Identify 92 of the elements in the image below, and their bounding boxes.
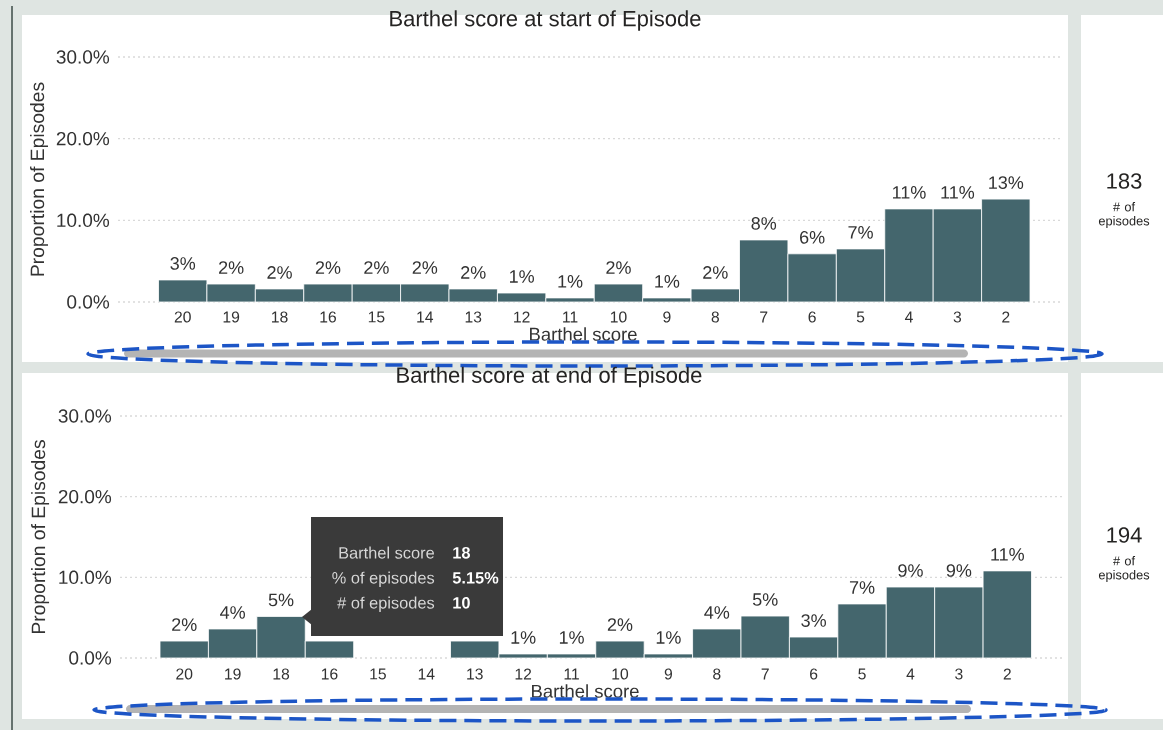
data-label: 11% (941, 186, 975, 199)
x-tick-label: 3 (953, 311, 962, 323)
data-label: 7% (849, 581, 875, 594)
annotation: % of episodes (332, 571, 435, 587)
x-tick-label: 18 (273, 668, 290, 680)
data-label: 4% (704, 606, 730, 619)
text: 194 (1107, 527, 1142, 543)
x-tick-label: 16 (320, 311, 336, 323)
x-tick-label: 8 (713, 668, 721, 680)
x-tick-label: 15 (368, 311, 385, 323)
y-tick-label: 0.0% (67, 295, 110, 309)
x-tick-label: 5 (858, 668, 866, 680)
x-tick-label: 3 (955, 668, 963, 680)
x-tick-label: 4 (904, 311, 913, 323)
x-tick-label: 12 (514, 311, 530, 323)
x-tick-label: 10 (612, 668, 629, 680)
x-tick-label: 8 (711, 311, 719, 323)
chart-title: Barthel score at end of Episode (397, 366, 702, 388)
data-label: 2% (267, 266, 292, 279)
y-tick-label: 30.0% (58, 409, 112, 423)
data-label: 1% (656, 631, 681, 644)
y-tick-label: 0.0% (69, 651, 112, 665)
annotation: # of episodes (337, 596, 435, 612)
y-tick-label: 30.0% (56, 50, 110, 64)
x-tick-label: 13 (467, 668, 483, 680)
x-tick-label: 6 (810, 668, 818, 680)
annotation: 5.15% (452, 572, 499, 584)
data-label: 11% (991, 548, 1024, 561)
data-label: 1% (558, 275, 583, 288)
data-label: 2% (412, 261, 438, 274)
data-label: 2% (606, 261, 631, 274)
x-tick-label: 10 (610, 311, 627, 323)
x-tick-label: 15 (370, 668, 386, 680)
x-tick-label: 14 (418, 668, 435, 680)
text: # of episodes (1098, 556, 1150, 582)
x-tick-label: 19 (225, 668, 241, 680)
x-tick-label: 9 (664, 668, 672, 680)
y-tick-label: 10.0% (59, 570, 112, 585)
x-tick-label: 7 (760, 311, 768, 323)
x-tick-label: 14 (417, 311, 434, 323)
data-label: 3% (170, 257, 196, 270)
x-tick-label: 4 (906, 668, 915, 680)
chart-title: Barthel score at start of Episode (390, 10, 701, 31)
data-label: 13% (989, 176, 1024, 189)
annotation: Barthel score (339, 546, 434, 559)
y-tick-label: 20.0% (56, 131, 110, 146)
x-tick-label: 20 (176, 668, 193, 680)
data-label: 2% (172, 618, 197, 631)
x-tick-label: 7 (761, 668, 769, 680)
x-axis-title: Barthel score (530, 327, 637, 341)
x-tick-label: 11 (564, 668, 579, 680)
annotation: 18 (453, 547, 471, 559)
data-label: 8% (751, 217, 777, 230)
x-tick-label: 13 (465, 311, 482, 323)
data-label: 2% (461, 266, 486, 279)
x-tick-label: 18 (272, 311, 288, 323)
text: 183 (1107, 173, 1142, 189)
data-label: 1% (655, 275, 680, 288)
data-label: 5% (268, 593, 294, 607)
data-label: 2% (607, 618, 633, 631)
y-axis-title: Proportion of Episodes (31, 440, 50, 634)
x-tick-label: 20 (174, 311, 191, 323)
x-tick-label: 2 (1002, 311, 1010, 323)
data-label: 1% (559, 631, 584, 644)
data-label: 2% (219, 261, 244, 274)
data-label: 2% (703, 266, 728, 279)
data-label: 7% (848, 226, 873, 239)
data-label: 1% (511, 631, 536, 644)
y-axis-title: Proportion of Episodes (30, 82, 49, 276)
data-label: 2% (364, 261, 389, 274)
annotation: 10 (453, 597, 470, 609)
text: # of episodes (1098, 202, 1150, 228)
x-tick-label: 19 (223, 311, 240, 323)
x-tick-label: 16 (321, 668, 338, 680)
data-label: 5% (752, 593, 778, 606)
x-tick-label: 5 (856, 311, 865, 323)
x-tick-label: 6 (808, 311, 816, 323)
x-tick-label: 2 (1003, 668, 1011, 680)
data-label: 6% (800, 230, 825, 244)
x-tick-label: 9 (663, 311, 671, 323)
y-tick-label: 10.0% (57, 213, 110, 228)
x-axis-title: Barthel score (532, 684, 639, 698)
x-tick-label: 11 (563, 311, 578, 323)
data-label: 1% (510, 270, 534, 283)
data-label: 4% (220, 606, 245, 619)
data-label: 9% (898, 564, 923, 577)
data-label: 3% (801, 614, 826, 627)
data-label: 11% (893, 186, 926, 199)
data-label: 9% (946, 564, 972, 577)
y-tick-label: 20.0% (58, 489, 112, 504)
x-tick-label: 12 (515, 668, 532, 680)
data-label: 2% (315, 261, 341, 274)
